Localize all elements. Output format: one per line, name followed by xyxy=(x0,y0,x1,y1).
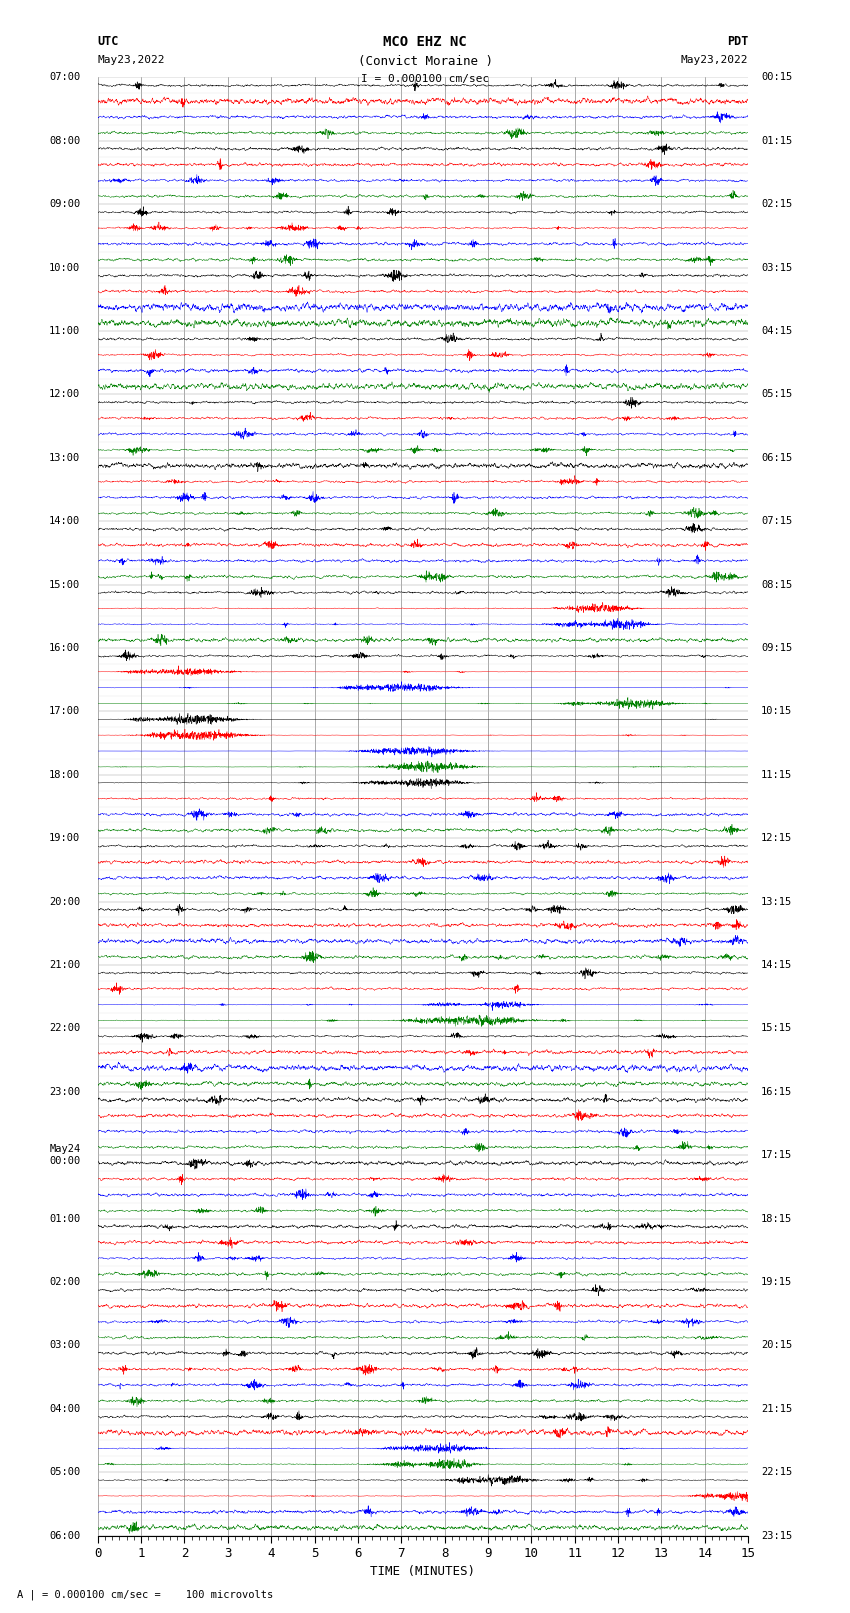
Text: 06:00: 06:00 xyxy=(49,1531,81,1540)
Text: 10:00: 10:00 xyxy=(49,263,81,273)
Text: 03:15: 03:15 xyxy=(761,263,792,273)
Text: 15:00: 15:00 xyxy=(49,579,81,590)
Text: 18:00: 18:00 xyxy=(49,769,81,779)
Text: 20:00: 20:00 xyxy=(49,897,81,907)
Text: 20:15: 20:15 xyxy=(761,1340,792,1350)
Text: PDT: PDT xyxy=(727,35,748,48)
Text: May24
00:00: May24 00:00 xyxy=(49,1144,81,1166)
Text: 00:15: 00:15 xyxy=(761,73,792,82)
Text: 05:15: 05:15 xyxy=(761,389,792,400)
Text: 05:00: 05:00 xyxy=(49,1468,81,1478)
Text: 23:15: 23:15 xyxy=(761,1531,792,1540)
Text: 08:00: 08:00 xyxy=(49,135,81,145)
Text: MCO EHZ NC: MCO EHZ NC xyxy=(383,35,467,50)
Text: 22:00: 22:00 xyxy=(49,1023,81,1034)
Text: 06:15: 06:15 xyxy=(761,453,792,463)
Text: 23:00: 23:00 xyxy=(49,1087,81,1097)
Text: 16:00: 16:00 xyxy=(49,644,81,653)
Text: May23,2022: May23,2022 xyxy=(98,55,165,65)
Text: 02:00: 02:00 xyxy=(49,1277,81,1287)
Text: 04:15: 04:15 xyxy=(761,326,792,336)
Text: 10:15: 10:15 xyxy=(761,706,792,716)
Text: 19:00: 19:00 xyxy=(49,834,81,844)
Text: 18:15: 18:15 xyxy=(761,1213,792,1224)
Text: 12:15: 12:15 xyxy=(761,834,792,844)
Text: 21:15: 21:15 xyxy=(761,1403,792,1413)
Text: 09:15: 09:15 xyxy=(761,644,792,653)
Text: 21:00: 21:00 xyxy=(49,960,81,969)
Text: 09:00: 09:00 xyxy=(49,200,81,210)
Text: 22:15: 22:15 xyxy=(761,1468,792,1478)
Text: 14:15: 14:15 xyxy=(761,960,792,969)
Text: 14:00: 14:00 xyxy=(49,516,81,526)
Text: 11:00: 11:00 xyxy=(49,326,81,336)
Text: 13:00: 13:00 xyxy=(49,453,81,463)
Text: 15:15: 15:15 xyxy=(761,1023,792,1034)
Text: 17:00: 17:00 xyxy=(49,706,81,716)
Text: 07:00: 07:00 xyxy=(49,73,81,82)
Text: 07:15: 07:15 xyxy=(761,516,792,526)
Text: (Convict Moraine ): (Convict Moraine ) xyxy=(358,55,492,68)
Text: 19:15: 19:15 xyxy=(761,1277,792,1287)
Text: 13:15: 13:15 xyxy=(761,897,792,907)
Text: 01:15: 01:15 xyxy=(761,135,792,145)
Text: 12:00: 12:00 xyxy=(49,389,81,400)
Text: 03:00: 03:00 xyxy=(49,1340,81,1350)
Text: May23,2022: May23,2022 xyxy=(681,55,748,65)
Text: 08:15: 08:15 xyxy=(761,579,792,590)
X-axis label: TIME (MINUTES): TIME (MINUTES) xyxy=(371,1565,475,1578)
Text: 02:15: 02:15 xyxy=(761,200,792,210)
Text: 01:00: 01:00 xyxy=(49,1213,81,1224)
Text: 16:15: 16:15 xyxy=(761,1087,792,1097)
Text: I = 0.000100 cm/sec: I = 0.000100 cm/sec xyxy=(361,74,489,84)
Text: 04:00: 04:00 xyxy=(49,1403,81,1413)
Text: 17:15: 17:15 xyxy=(761,1150,792,1160)
Text: UTC: UTC xyxy=(98,35,119,48)
Text: 11:15: 11:15 xyxy=(761,769,792,779)
Text: A | = 0.000100 cm/sec =    100 microvolts: A | = 0.000100 cm/sec = 100 microvolts xyxy=(17,1589,273,1600)
